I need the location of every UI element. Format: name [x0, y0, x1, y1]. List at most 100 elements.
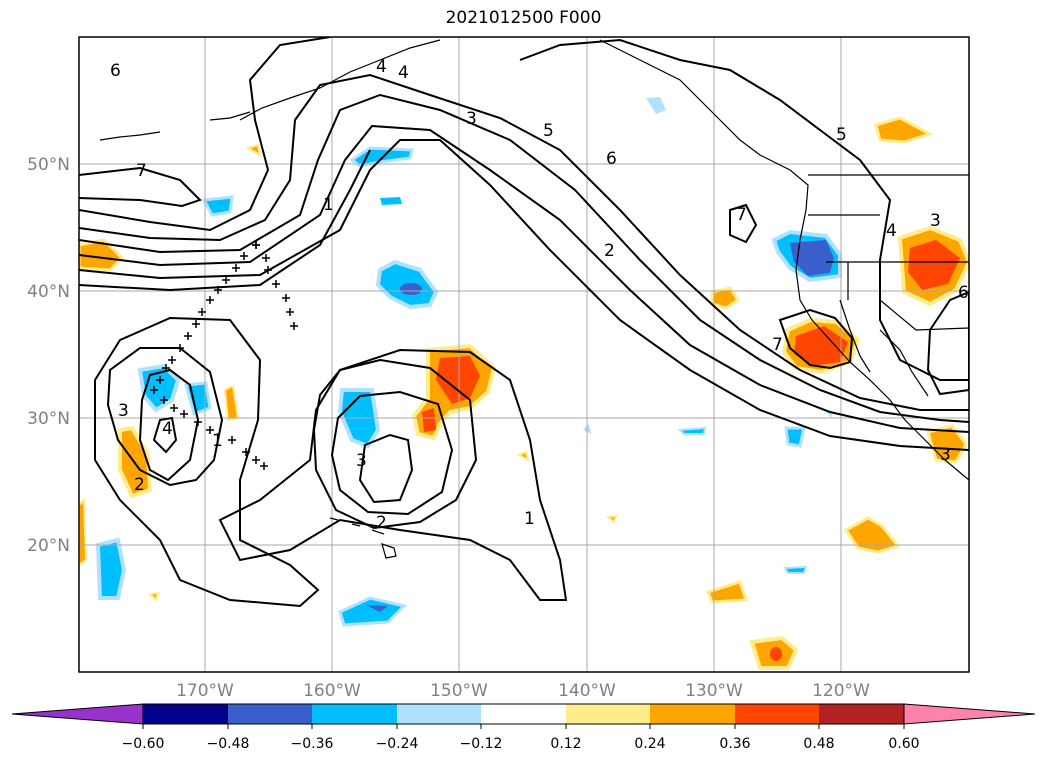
contour-label: 7: [772, 335, 783, 355]
contour-label: 6: [958, 283, 969, 303]
negative-anomaly-patch: [646, 97, 666, 114]
colorbar-segment: [819, 704, 904, 724]
colorbar-label: 0.12: [550, 736, 581, 752]
contour-label: 3: [466, 109, 477, 129]
negative-anomaly-core: [790, 240, 834, 276]
contour-label: 5: [543, 121, 554, 141]
contour-label: 6: [606, 149, 617, 169]
contour-label: 3: [118, 401, 129, 421]
positive-anomaly-patch: [245, 143, 262, 157]
contour-line: [152, 416, 178, 454]
negative-anomaly-patch: [677, 426, 707, 435]
trajectory-marker-path: [150, 241, 268, 470]
negative-anomaly-patch: [380, 197, 402, 205]
contour-line: [519, 38, 969, 381]
negative-anomaly-patch: [201, 195, 234, 217]
gridlines: [79, 37, 969, 672]
positive-anomaly-patch: [843, 516, 901, 554]
lon-label-140w: 140°W: [558, 681, 616, 701]
trajectory-markers: [150, 241, 298, 470]
contour-label: 1: [323, 195, 334, 215]
colorbar-segment: [735, 704, 819, 724]
negative-anomaly-patch: [783, 565, 808, 574]
contour-label: 2: [604, 241, 615, 261]
contour-label: 3: [356, 451, 367, 471]
colorbar-label: 0.24: [634, 736, 665, 752]
contour-line: [106, 347, 224, 487]
contour-line: [330, 390, 454, 516]
aleutian-islands: [99, 111, 251, 141]
lat-label-20n: 20°N: [27, 536, 70, 556]
negative-anomaly-core: [366, 605, 388, 612]
lon-label-160w: 160°W: [303, 681, 361, 701]
colorbar-segment: [650, 704, 735, 724]
contour-label: 7: [736, 205, 747, 225]
contour-line: [79, 166, 202, 208]
lon-label-120w: 120°W: [812, 681, 870, 701]
contour-label: 2: [134, 475, 145, 495]
colorbar-segment: [397, 704, 481, 724]
contour-label: 1: [524, 509, 535, 529]
lon-label-170w: 170°W: [176, 681, 234, 701]
positive-anomaly-core: [770, 647, 782, 661]
contour-line: [94, 316, 320, 608]
contour-line: [79, 37, 331, 232]
positive-anomaly-patch: [874, 116, 934, 144]
colorbar: −0.60 −0.48 −0.36 −0.24 −0.12 0.12 0.24 …: [11, 703, 1036, 752]
contour-label: 4: [886, 221, 897, 241]
colorbar-label: −0.48: [207, 736, 250, 752]
contour-line: [729, 203, 758, 244]
map-title: 2021012500 F000: [445, 8, 602, 28]
contour-label: 3: [930, 211, 941, 231]
lon-label-150w: 150°W: [430, 681, 488, 701]
positive-anomaly-core: [794, 326, 848, 366]
colorbar-label: −0.24: [376, 736, 419, 752]
contour-label: 4: [162, 419, 173, 439]
contour-line: [358, 433, 414, 504]
contour-line: [79, 149, 371, 292]
anomaly-shading: [79, 97, 969, 670]
contour-line: [79, 139, 969, 451]
lat-label-50n: 50°N: [27, 155, 70, 175]
colorbar-segment: [566, 704, 650, 724]
positive-anomaly-patch: [79, 238, 125, 272]
colorbar-label: 0.36: [719, 736, 750, 752]
lon-label-130w: 130°W: [685, 681, 743, 701]
alaska-coast: [239, 39, 441, 121]
map-border: [78, 36, 970, 673]
contour-line: [926, 290, 969, 396]
positive-anomaly-core: [436, 356, 480, 404]
contour-label: 3: [940, 445, 951, 465]
negative-anomaly-patch: [784, 426, 806, 448]
colorbar-segment: [312, 704, 397, 724]
positive-anomaly-patch: [710, 286, 741, 310]
positive-anomaly-core: [422, 408, 436, 432]
contour-label: 5: [836, 125, 847, 145]
positive-anomaly-patch: [516, 450, 530, 462]
contour-label: 7: [136, 161, 147, 181]
hawaii-islands: [329, 517, 397, 559]
contour-lines: [79, 37, 969, 608]
negative-anomaly-core: [400, 283, 422, 295]
negative-anomaly-patch: [338, 596, 407, 627]
colorbar-label: 0.48: [803, 736, 834, 752]
positive-anomaly-patch: [706, 580, 749, 604]
contour-line: [79, 93, 969, 423]
us-state-border: [808, 174, 969, 331]
contour-line: [138, 368, 200, 482]
contour-label: 1: [212, 431, 223, 451]
positive-anomaly-core: [908, 240, 960, 290]
colorbar-label: −0.36: [291, 736, 334, 752]
colorbar-segment: [228, 704, 312, 724]
lat-label-40n: 40°N: [27, 282, 70, 302]
northwest-coast: [599, 39, 969, 481]
positive-anomaly-patch: [605, 514, 618, 524]
colorbar-label: 0.60: [888, 736, 919, 752]
colorbar-label: −0.60: [122, 736, 165, 752]
colorbar-outline: [142, 703, 905, 725]
colorbar-max-extension: [903, 703, 1036, 725]
contour-line: [312, 358, 478, 530]
positive-anomaly-patch: [79, 497, 88, 567]
latitude-labels: 50°N 40°N 30°N 20°N: [27, 155, 70, 556]
contour-label: 6: [110, 61, 121, 81]
